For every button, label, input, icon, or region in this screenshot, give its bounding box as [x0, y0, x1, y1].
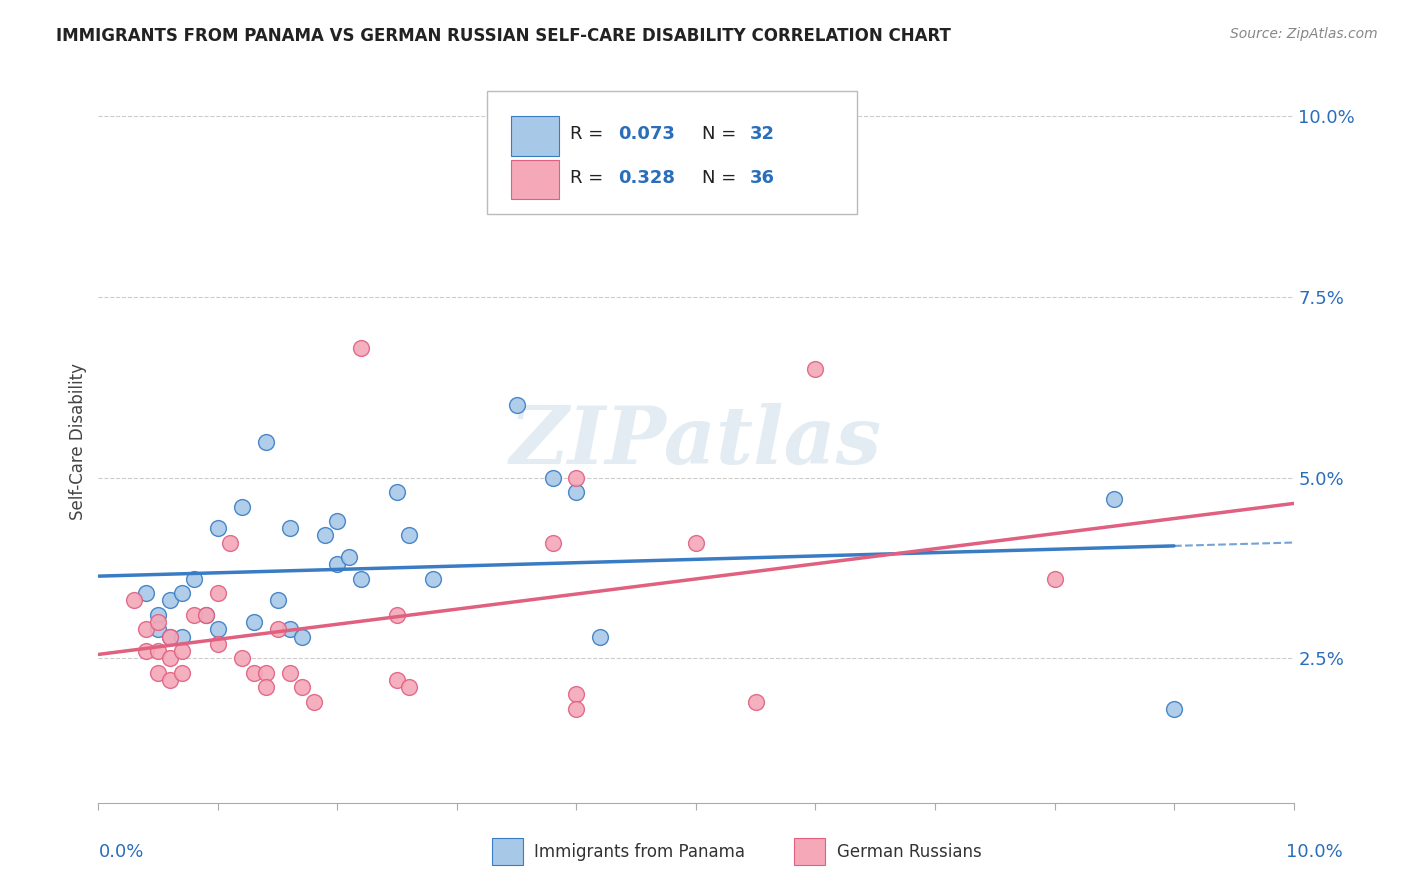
Point — [385, 485, 409, 500]
Point — [159, 630, 181, 644]
Point — [1104, 492, 1126, 507]
Point — [207, 521, 229, 535]
Point — [565, 687, 588, 701]
Point — [183, 607, 205, 622]
Text: 36: 36 — [749, 169, 775, 186]
Text: R =: R = — [571, 169, 609, 186]
Point — [565, 471, 588, 485]
Point — [565, 485, 588, 500]
Point — [135, 623, 157, 637]
Point — [350, 341, 373, 355]
Point — [254, 680, 277, 694]
Point — [172, 630, 194, 644]
FancyBboxPatch shape — [510, 160, 558, 200]
Text: 0.328: 0.328 — [619, 169, 675, 186]
Text: Immigrants from Panama: Immigrants from Panama — [534, 843, 745, 861]
FancyBboxPatch shape — [486, 91, 858, 214]
Point — [350, 572, 373, 586]
Point — [291, 630, 314, 644]
Point — [1163, 702, 1185, 716]
Point — [291, 680, 314, 694]
Point — [159, 673, 181, 687]
Point — [385, 673, 409, 687]
Point — [398, 528, 420, 542]
Point — [565, 702, 588, 716]
Text: 32: 32 — [749, 126, 775, 144]
Point — [278, 623, 301, 637]
Point — [124, 593, 146, 607]
Point — [243, 665, 266, 680]
Point — [135, 644, 157, 658]
Point — [148, 615, 170, 630]
Point — [685, 535, 707, 549]
Point — [159, 630, 181, 644]
Point — [315, 528, 337, 542]
Point — [422, 572, 444, 586]
Point — [148, 623, 170, 637]
Text: N =: N = — [702, 169, 742, 186]
Y-axis label: Self-Care Disability: Self-Care Disability — [69, 363, 87, 520]
Point — [267, 623, 290, 637]
Point — [302, 695, 325, 709]
FancyBboxPatch shape — [510, 117, 558, 156]
Point — [172, 665, 194, 680]
Point — [541, 535, 564, 549]
Point — [207, 623, 229, 637]
Point — [231, 651, 253, 665]
Point — [207, 637, 229, 651]
Point — [254, 665, 277, 680]
Text: 0.073: 0.073 — [619, 126, 675, 144]
Text: N =: N = — [702, 126, 742, 144]
Point — [195, 607, 218, 622]
Point — [243, 615, 266, 630]
Point — [207, 586, 229, 600]
Text: R =: R = — [571, 126, 609, 144]
Point — [148, 607, 170, 622]
Point — [172, 586, 194, 600]
Point — [278, 665, 301, 680]
Point — [385, 607, 409, 622]
Text: 0.0%: 0.0% — [98, 843, 143, 861]
Point — [541, 471, 564, 485]
Point — [159, 593, 181, 607]
Point — [339, 550, 361, 565]
Point — [231, 500, 253, 514]
Point — [148, 665, 170, 680]
Point — [195, 607, 218, 622]
Text: 10.0%: 10.0% — [1286, 843, 1343, 861]
Text: IMMIGRANTS FROM PANAMA VS GERMAN RUSSIAN SELF-CARE DISABILITY CORRELATION CHART: IMMIGRANTS FROM PANAMA VS GERMAN RUSSIAN… — [56, 27, 950, 45]
Point — [183, 572, 205, 586]
Point — [804, 362, 827, 376]
Point — [398, 680, 420, 694]
Text: Source: ZipAtlas.com: Source: ZipAtlas.com — [1230, 27, 1378, 41]
Text: ZIPatlas: ZIPatlas — [510, 403, 882, 480]
Point — [506, 398, 529, 412]
Text: German Russians: German Russians — [837, 843, 981, 861]
Point — [219, 535, 242, 549]
Point — [745, 695, 768, 709]
Point — [326, 514, 349, 528]
Point — [326, 558, 349, 572]
Point — [159, 651, 181, 665]
Point — [267, 593, 290, 607]
Point — [278, 521, 301, 535]
Point — [135, 586, 157, 600]
Point — [1043, 572, 1066, 586]
Point — [254, 434, 277, 449]
Point — [589, 630, 612, 644]
Point — [148, 644, 170, 658]
Point — [172, 644, 194, 658]
